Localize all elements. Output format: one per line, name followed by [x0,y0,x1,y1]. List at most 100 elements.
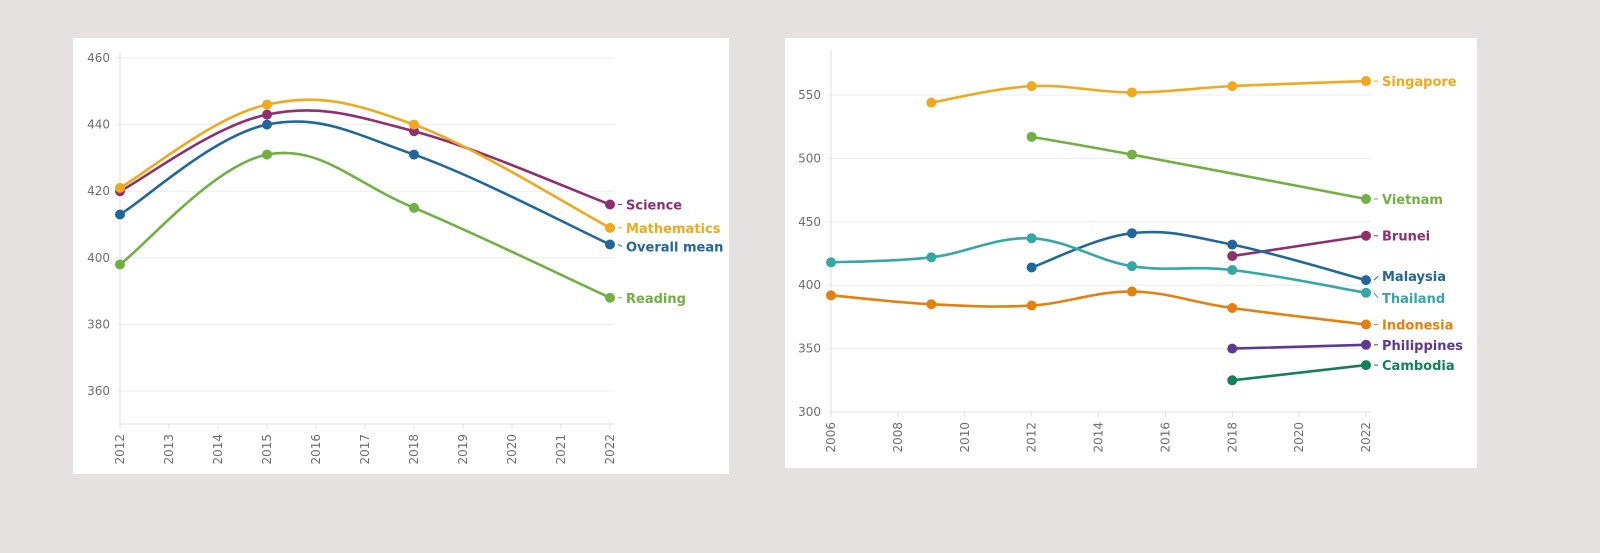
x-tick-label: 2012 [1025,422,1039,453]
label-leader [617,244,623,247]
data-point-mathematics[interactable] [605,222,615,233]
series-line-overall-mean [118,120,612,246]
data-point-singapore[interactable] [1126,87,1137,98]
data-point-indonesia[interactable] [1227,303,1238,314]
data-point-malaysia[interactable] [1126,228,1137,239]
chart-panel-countries: 550 500 450 400 350 300 2006 2008 2010 2012 2014 20… [785,38,1477,468]
data-point-cambodia[interactable] [1227,375,1238,386]
data-point-singapore[interactable] [1227,81,1238,92]
y-tick-label: 300 [798,405,821,419]
y-tick-label: 450 [798,215,821,229]
series-line-brunei [1230,234,1368,258]
gridlines [827,94,1371,413]
x-tick-label: 2018 [407,434,421,465]
data-point-mathematics[interactable] [262,99,272,110]
series-cambodia: Cambodia [1227,359,1455,386]
x-tick-label: 2022 [603,434,617,465]
series-line-thailand [829,236,1368,295]
data-point-cambodia[interactable] [1361,360,1371,371]
series-label-singapore: Singapore [1382,75,1457,90]
series-philippines: Philippines [1227,339,1463,354]
x-tick-label: 2019 [456,434,470,465]
series-label-brunei: Brunei [1382,230,1430,245]
data-point-malaysia[interactable] [1361,275,1371,286]
data-point-brunei[interactable] [1361,230,1371,241]
x-tick-label: 2018 [1225,422,1239,453]
x-tick-label: 2021 [554,434,568,465]
x-tick-label: 2020 [1292,422,1306,453]
data-point-mathematics[interactable] [409,119,419,130]
x-tick-label: 2006 [824,422,838,453]
x-tick-label: 2022 [1359,422,1373,453]
series-indonesia: Indonesia [826,286,1453,334]
data-point-indonesia[interactable] [1361,319,1371,330]
x-tick-label: 2014 [1092,422,1106,453]
data-point-vietnam[interactable] [1126,149,1137,160]
series-label-science: Science [626,199,682,214]
chart-panel-subjects: 460 440 420 400 380 360 2012 2013 2014 2015 2016 20… [73,38,729,474]
x-tick-label: 2015 [260,434,274,465]
x-tick-label: 2014 [211,434,225,465]
label-leader [1373,275,1379,281]
series-line-singapore [930,79,1368,104]
x-tick-label: 2020 [505,434,519,465]
data-point-singapore[interactable] [1026,81,1037,92]
data-point-indonesia[interactable] [1126,286,1137,297]
series-science: Science [115,109,682,214]
data-point-mathematics[interactable] [115,182,125,193]
data-point-science[interactable] [262,109,272,120]
data-point-overall-mean[interactable] [409,149,419,160]
data-point-thailand[interactable] [1227,264,1238,275]
series-line-vietnam [1030,135,1368,201]
data-point-thailand[interactable] [1026,233,1037,244]
x-tick-label: 2017 [358,434,372,465]
series-line-philippines [1230,343,1368,350]
data-point-philippines[interactable] [1361,339,1371,350]
axes: 460 440 420 400 380 360 2012 2013 2014 2015 2016 20… [87,51,617,465]
data-point-overall-mean[interactable] [605,239,615,250]
data-point-vietnam[interactable] [1026,131,1037,142]
x-tick-label: 2013 [162,434,176,465]
data-point-thailand[interactable] [1361,287,1371,298]
series-label-indonesia: Indonesia [1382,319,1453,334]
data-point-reading[interactable] [262,149,272,160]
data-point-singapore[interactable] [1361,76,1371,87]
series-label-overall-mean: Overall mean [626,240,723,255]
data-point-brunei[interactable] [1227,251,1238,262]
series-vietnam: Vietnam [1026,131,1443,208]
y-tick-label: 550 [798,88,821,102]
series-singapore: Singapore [926,75,1457,108]
data-point-reading[interactable] [115,259,125,270]
series-label-reading: Reading [626,292,686,307]
data-point-malaysia[interactable] [1026,262,1037,273]
data-point-philippines[interactable] [1227,343,1238,354]
data-point-indonesia[interactable] [1026,300,1037,311]
series-group: Science Mathematics Overall mean Reading [115,98,723,307]
data-point-reading[interactable] [409,202,419,213]
data-point-overall-mean[interactable] [115,209,125,220]
series-line-reading [118,151,612,300]
x-tick-label: 2012 [113,434,127,465]
data-point-reading[interactable] [605,292,615,303]
y-tick-label: 460 [87,51,110,65]
data-point-thailand[interactable] [926,252,937,263]
data-point-indonesia[interactable] [926,299,937,310]
data-point-overall-mean[interactable] [262,119,272,130]
data-point-thailand[interactable] [826,257,836,268]
y-tick-label: 400 [798,278,821,292]
label-leader [1373,292,1379,299]
series-line-science [118,109,612,206]
y-tick-label: 420 [87,184,110,198]
data-point-science[interactable] [605,199,615,210]
series-line-cambodia [1230,363,1368,382]
series-label-mathematics: Mathematics [626,222,721,237]
data-point-indonesia[interactable] [826,290,836,301]
data-point-vietnam[interactable] [1361,193,1371,204]
data-point-thailand[interactable] [1126,261,1137,272]
y-tick-label: 350 [798,342,821,356]
data-point-malaysia[interactable] [1227,239,1238,250]
series-line-malaysia [1030,230,1368,282]
data-point-singapore[interactable] [926,97,937,108]
series-label-philippines: Philippines [1382,339,1463,354]
